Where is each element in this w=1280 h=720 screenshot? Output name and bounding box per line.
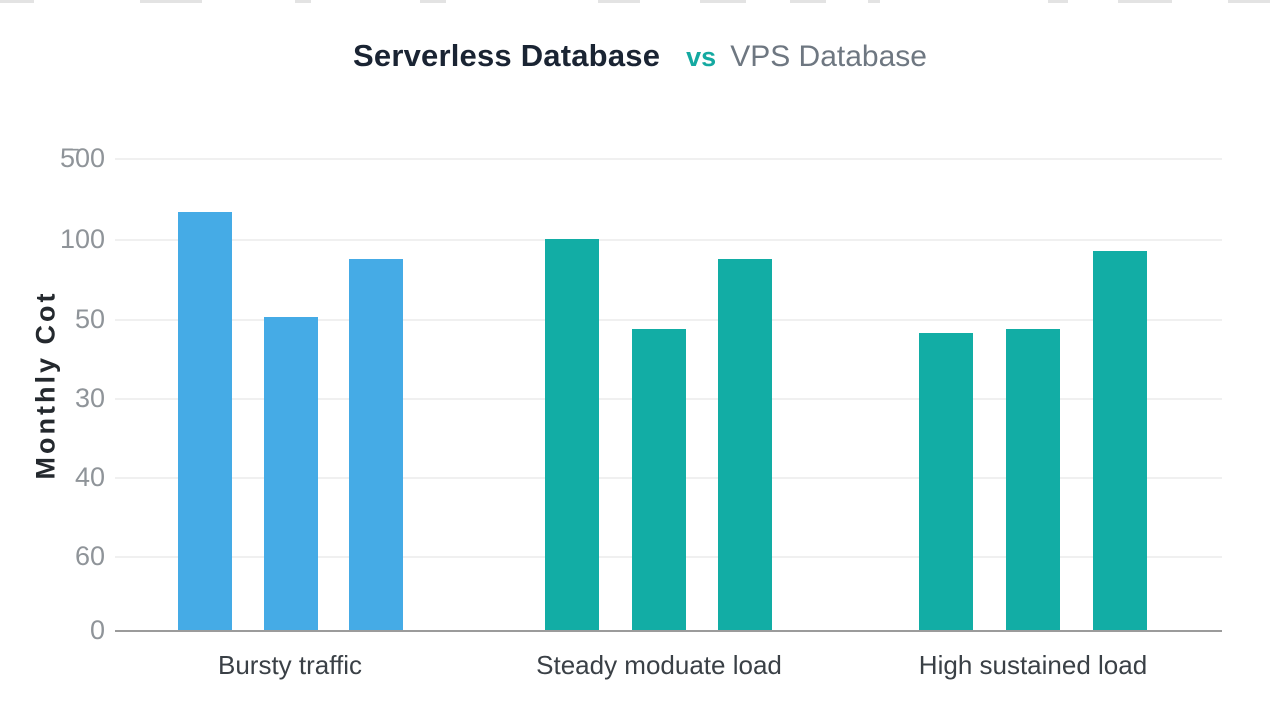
x-category-label: Bursty traffic bbox=[217, 650, 363, 680]
bar-steady-moduate-load-2 bbox=[632, 329, 686, 631]
top-edge-artifact-dash bbox=[1228, 0, 1270, 3]
chart-title: Serverless Database vs VPS Database bbox=[0, 38, 1280, 74]
x-axis-line bbox=[115, 630, 1222, 632]
bar-high-sustained-load-2 bbox=[1006, 329, 1060, 631]
y-tick-label: 5̄00 bbox=[59, 143, 105, 173]
bar-bursty-traffic-2 bbox=[264, 317, 318, 631]
top-edge-artifact-dash bbox=[790, 0, 826, 3]
top-edge-artifact-dash bbox=[295, 0, 311, 3]
top-edge-artifact-dash bbox=[1118, 0, 1172, 3]
bar-steady-moduate-load-3 bbox=[718, 259, 772, 631]
y-tick-label: 40 bbox=[74, 462, 105, 492]
y-tick-label: 100 bbox=[59, 224, 105, 254]
gridline bbox=[115, 319, 1222, 321]
top-edge-artifact-dash bbox=[0, 0, 34, 3]
top-edge-artifact-dash bbox=[700, 0, 746, 3]
y-tick-label: 0 bbox=[89, 615, 105, 645]
bar-steady-moduate-load-1 bbox=[545, 239, 599, 631]
y-tick-label: 50 bbox=[74, 304, 105, 334]
top-edge-artifact-dash bbox=[1048, 0, 1068, 3]
y-tick-label: 60 bbox=[74, 541, 105, 571]
title-vps-database: VPS Database bbox=[730, 40, 927, 73]
y-tick-label: 30 bbox=[74, 383, 105, 413]
top-edge-artifact-dash bbox=[420, 0, 446, 3]
bar-high-sustained-load-3 bbox=[1093, 251, 1147, 631]
bar-bursty-traffic-1 bbox=[178, 212, 232, 631]
x-category-label: High sustained load bbox=[918, 650, 1148, 680]
bar-high-sustained-load-1 bbox=[919, 333, 973, 631]
top-edge-artifact-dash bbox=[598, 0, 640, 3]
gridline bbox=[115, 158, 1222, 160]
title-vs: vs bbox=[686, 42, 717, 72]
top-edge-artifact-dash bbox=[140, 0, 202, 3]
bar-bursty-traffic-3 bbox=[349, 259, 403, 631]
x-category-label: Steady moduate load bbox=[536, 650, 782, 680]
gridline bbox=[115, 239, 1222, 241]
top-edge-artifact-dash bbox=[868, 0, 880, 3]
title-serverless-database: Serverless Database bbox=[353, 38, 661, 73]
